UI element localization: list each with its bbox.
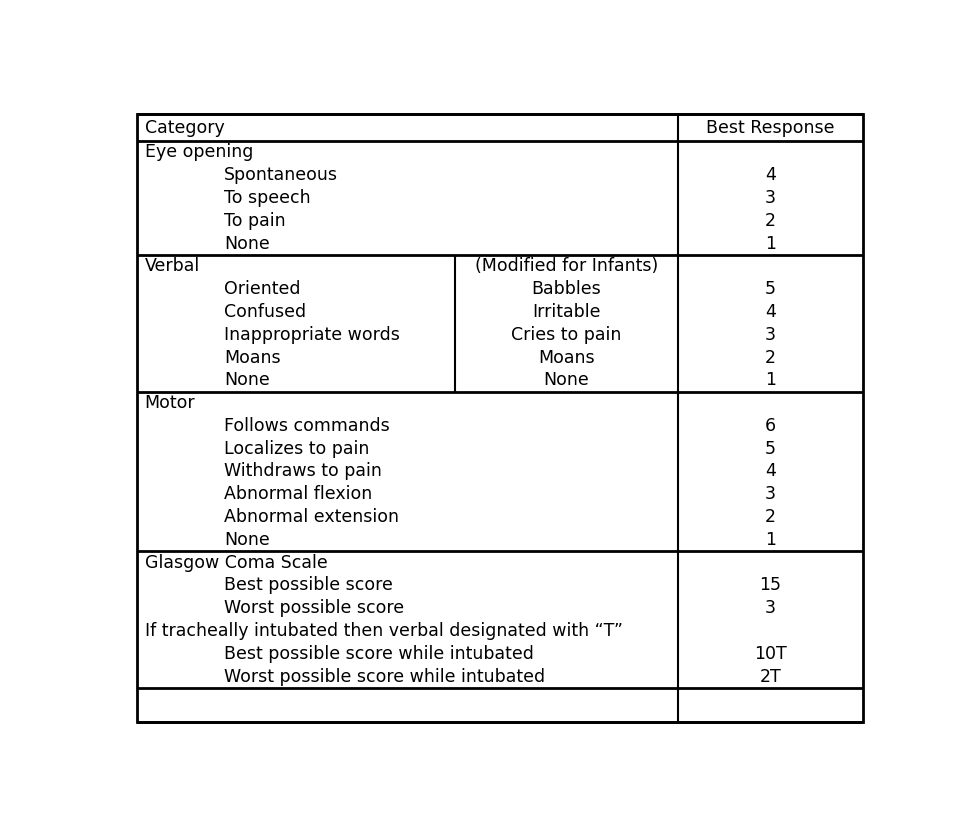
Text: 4: 4 bbox=[765, 463, 776, 480]
Text: Moans: Moans bbox=[538, 349, 594, 367]
Text: 2: 2 bbox=[765, 212, 776, 230]
Text: Best Response: Best Response bbox=[707, 118, 834, 136]
Text: 3: 3 bbox=[765, 599, 776, 617]
Text: (Modified for Infants): (Modified for Infants) bbox=[474, 257, 658, 275]
Text: 5: 5 bbox=[765, 440, 776, 458]
Text: Worst possible score while intubated: Worst possible score while intubated bbox=[224, 667, 546, 686]
Text: Abnormal extension: Abnormal extension bbox=[224, 508, 399, 526]
Text: Confused: Confused bbox=[224, 303, 306, 321]
Text: None: None bbox=[224, 372, 269, 390]
Text: Worst possible score: Worst possible score bbox=[224, 599, 404, 617]
Text: Withdraws to pain: Withdraws to pain bbox=[224, 463, 382, 480]
Text: 4: 4 bbox=[765, 166, 776, 184]
Text: To speech: To speech bbox=[224, 189, 310, 207]
Text: Motor: Motor bbox=[144, 394, 195, 412]
Text: None: None bbox=[224, 234, 269, 252]
Text: Abnormal flexion: Abnormal flexion bbox=[224, 485, 373, 503]
Text: 3: 3 bbox=[765, 326, 776, 344]
Text: Cries to pain: Cries to pain bbox=[511, 326, 622, 344]
Text: 2T: 2T bbox=[759, 667, 782, 686]
Text: Irritable: Irritable bbox=[532, 303, 600, 321]
Text: 3: 3 bbox=[765, 189, 776, 207]
Text: 1: 1 bbox=[765, 531, 776, 549]
Text: 2: 2 bbox=[765, 349, 776, 367]
Text: If tracheally intubated then verbal designated with “T”: If tracheally intubated then verbal desi… bbox=[144, 622, 623, 640]
Text: To pain: To pain bbox=[224, 212, 286, 230]
Text: None: None bbox=[224, 531, 269, 549]
Text: 5: 5 bbox=[765, 280, 776, 298]
Text: Moans: Moans bbox=[224, 349, 281, 367]
Text: 15: 15 bbox=[759, 576, 782, 594]
Text: 1: 1 bbox=[765, 234, 776, 252]
Text: Category: Category bbox=[144, 118, 224, 136]
Text: Oriented: Oriented bbox=[224, 280, 301, 298]
Text: 4: 4 bbox=[765, 303, 776, 321]
Text: Localizes to pain: Localizes to pain bbox=[224, 440, 370, 458]
Text: 6: 6 bbox=[765, 417, 776, 435]
Text: 1: 1 bbox=[765, 372, 776, 390]
Text: 2: 2 bbox=[765, 508, 776, 526]
Text: Spontaneous: Spontaneous bbox=[224, 166, 338, 184]
Text: Best possible score while intubated: Best possible score while intubated bbox=[224, 644, 534, 663]
Text: Follows commands: Follows commands bbox=[224, 417, 389, 435]
Text: Verbal: Verbal bbox=[144, 257, 200, 275]
Text: None: None bbox=[544, 372, 590, 390]
Text: Glasgow Coma Scale: Glasgow Coma Scale bbox=[144, 553, 327, 571]
Text: Best possible score: Best possible score bbox=[224, 576, 393, 594]
Text: Babbles: Babbles bbox=[532, 280, 601, 298]
Text: 10T: 10T bbox=[754, 644, 787, 663]
Text: 3: 3 bbox=[765, 485, 776, 503]
Text: Eye opening: Eye opening bbox=[144, 144, 253, 161]
Text: Inappropriate words: Inappropriate words bbox=[224, 326, 400, 344]
